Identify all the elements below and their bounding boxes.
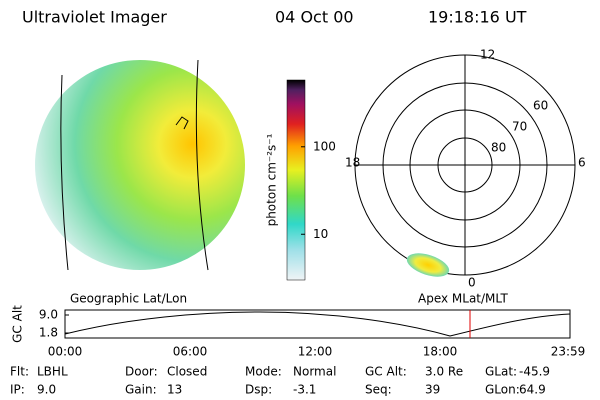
field-label: Gain:	[125, 383, 157, 397]
lat-label: 80	[491, 141, 506, 155]
field-label: Flt:	[10, 365, 29, 379]
lat-label: 60	[533, 99, 548, 113]
mlt-label: 6	[578, 156, 586, 170]
altitude-curve	[64, 311, 571, 337]
earth-image	[35, 60, 245, 270]
y-tick-label: 1.8	[39, 326, 58, 340]
field-label: Door:	[125, 365, 158, 379]
field-label: GC Alt:	[365, 365, 407, 379]
field-value: Normal	[293, 365, 336, 379]
colorbar-label: photon cm⁻²s⁻¹	[265, 133, 279, 226]
instrument: Ultraviolet Imager	[22, 8, 167, 27]
field-label: IP:	[10, 383, 25, 397]
mlt-label: 18	[345, 156, 360, 170]
marker	[175, 116, 189, 130]
field-value: 9.0	[37, 383, 56, 397]
altitude-label: GC Alt	[11, 305, 25, 343]
field-value: 13	[167, 383, 182, 397]
field-value: -3.1	[293, 383, 316, 397]
x-tick-label: 00:00	[48, 345, 83, 359]
time: 19:18:16 UT	[428, 8, 527, 27]
x-tick-label: 23:59	[551, 345, 586, 359]
colorbar-tick-label: 100	[313, 139, 336, 153]
colorbar	[286, 79, 306, 281]
mlt-label: 12	[480, 48, 495, 62]
mlt-label: 0	[468, 276, 476, 290]
aurora	[406, 253, 450, 277]
altitude-frame	[64, 309, 571, 339]
x-tick-label: 06:00	[173, 345, 208, 359]
field-label: GLat:	[485, 365, 517, 379]
polar-grid	[354, 54, 576, 276]
meridian	[195, 59, 209, 271]
field-label: Mode:	[245, 365, 282, 379]
field-label: GLon:	[485, 383, 520, 397]
date: 04 Oct 00	[275, 8, 354, 27]
field-value: 39	[425, 383, 440, 397]
meridian	[60, 74, 69, 271]
colorbar-tick-label: 10	[313, 227, 328, 241]
image-label: Apex MLat/MLT	[418, 292, 508, 306]
field-value: 64.9	[519, 383, 546, 397]
field-value: -45.9	[519, 365, 550, 379]
x-tick-label: 12:00	[298, 345, 333, 359]
image-label: Geographic Lat/Lon	[70, 292, 187, 306]
field-value: LBHL	[37, 365, 68, 379]
x-tick-label: 18:00	[423, 345, 458, 359]
lat-label: 70	[512, 120, 527, 134]
y-tick-label: 9.0	[39, 308, 58, 322]
field-label: Dsp:	[245, 383, 272, 397]
field-value: 3.0 Re	[425, 365, 463, 379]
field-value: Closed	[167, 365, 207, 379]
field-label: Seq:	[365, 383, 392, 397]
